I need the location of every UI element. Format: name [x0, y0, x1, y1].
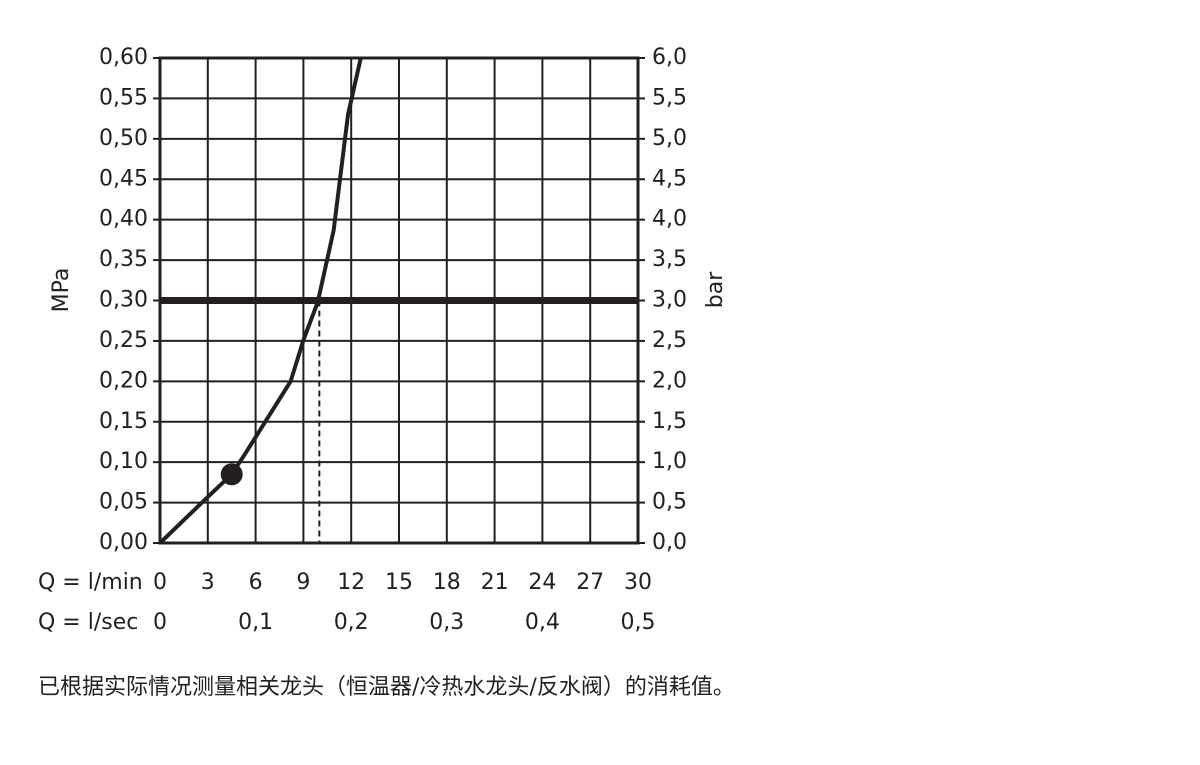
x-tick-label: 3 — [201, 570, 215, 595]
y-tick-label: 0,55 — [99, 85, 148, 110]
x-axis-label: Q = l/min — [38, 570, 143, 595]
x-tick-label: 0 — [153, 570, 167, 595]
y-axis-label: MPa — [49, 268, 74, 313]
x2-tick-label: 0,3 — [429, 610, 464, 635]
x-tick-label: 15 — [385, 570, 413, 595]
x-tick-label: 12 — [337, 570, 365, 595]
x2-tick-label: 0 — [153, 610, 167, 635]
x-tick-label: 9 — [296, 570, 310, 595]
x2-tick-label: 0,4 — [525, 610, 560, 635]
y-tick-label: 0,25 — [99, 328, 148, 353]
marker — [220, 463, 243, 486]
y2-tick-label: 0,0 — [652, 530, 687, 555]
y-tick-label: 0,45 — [99, 166, 148, 191]
y2-tick-label: 1,5 — [652, 409, 687, 434]
y2-tick-label: 0,5 — [652, 490, 687, 515]
y-tick-label: 0,00 — [99, 530, 148, 555]
y-tick-label: 0,30 — [99, 288, 148, 313]
caption: 已根据实际情况测量相关龙头（恒温器/冷热水龙头/反水阀）的消耗值。 — [38, 675, 735, 700]
y-tick-label: 0,20 — [99, 368, 148, 393]
y2-tick-label: 5,5 — [652, 85, 687, 110]
y2-tick-label: 3,0 — [652, 288, 687, 313]
x-tick-label: 18 — [433, 570, 461, 595]
x2-tick-label: 0,2 — [334, 610, 369, 635]
x-tick-label: 24 — [528, 570, 556, 595]
curve — [158, 57, 363, 545]
x-tick-label: 6 — [249, 570, 263, 595]
x2-tick-label: 0,5 — [621, 610, 656, 635]
x-tick-label: 21 — [481, 570, 509, 595]
y2-tick-label: 6,0 — [652, 45, 687, 70]
y2-tick-label: 4,5 — [652, 166, 687, 191]
y-tick-label: 0,10 — [99, 449, 148, 474]
x2-tick-label: 0,1 — [238, 610, 273, 635]
x-tick-label: 27 — [576, 570, 604, 595]
y2-tick-label: 2,5 — [652, 328, 687, 353]
y2-tick-label: 4,0 — [652, 207, 687, 232]
y-tick-label: 0,35 — [99, 247, 148, 272]
y2-tick-label: 5,0 — [652, 126, 687, 151]
y-tick-label: 0,50 — [99, 126, 148, 151]
y2-tick-label: 3,5 — [652, 247, 687, 272]
y2-tick-label: 2,0 — [652, 368, 687, 393]
y-tick-label: 0,40 — [99, 207, 148, 232]
x2-axis-label: Q = l/sec — [38, 610, 138, 635]
y-tick-label: 0,15 — [99, 409, 148, 434]
y-tick-label: 0,60 — [99, 45, 148, 70]
y-tick-label: 0,05 — [99, 490, 148, 515]
x-tick-label: 30 — [624, 570, 652, 595]
y2-tick-label: 1,0 — [652, 449, 687, 474]
y2-axis-label: bar — [703, 271, 728, 308]
